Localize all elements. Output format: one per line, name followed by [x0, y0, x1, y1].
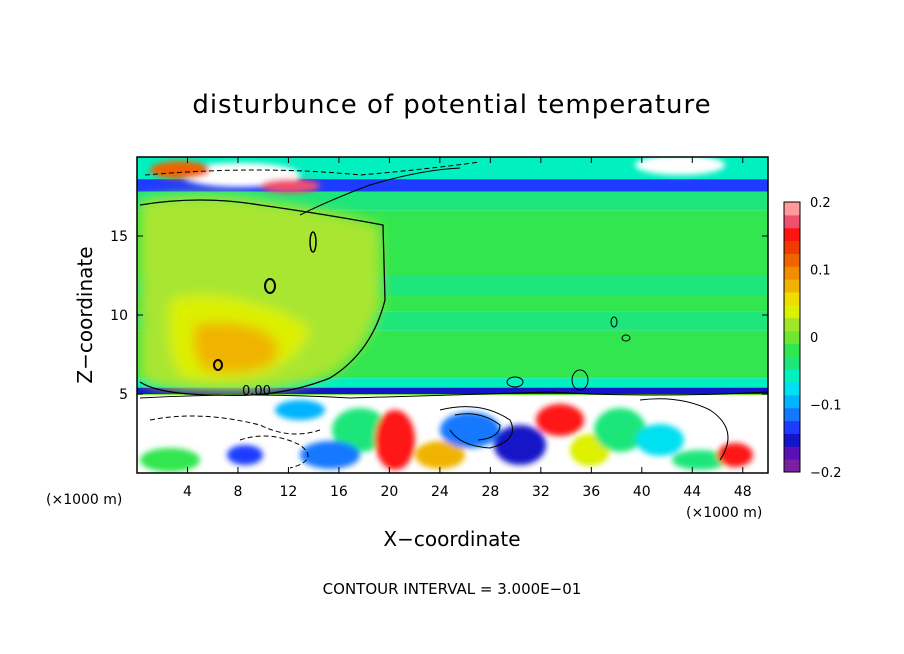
lower-blob: [717, 443, 753, 467]
contour-cell: [571, 369, 589, 391]
colorbar-tick-labels: 0.2 0.1 0 −0.1 −0.2: [810, 196, 842, 481]
colorbar-cell: [784, 266, 800, 280]
x-axis-unit-right: (×1000 m): [686, 505, 762, 521]
y-tick-label: 10: [110, 308, 128, 324]
top-blob: [150, 161, 210, 179]
plot-area: 0.00: [137, 157, 768, 473]
x-tick-label: 4: [183, 484, 192, 500]
colorbar-cell: [784, 446, 800, 460]
lower-blob: [494, 425, 546, 465]
x-axis-label: X−coordinate: [383, 527, 520, 551]
colorbar-cell: [784, 253, 800, 267]
colorbar-cell: [784, 394, 800, 409]
y-tick-label: 15: [110, 229, 128, 245]
field-layer-9: [137, 387, 768, 394]
lower-blob: [140, 448, 200, 472]
lower-blob: [672, 450, 728, 470]
x-tick-label: 36: [582, 484, 600, 500]
lower-blob: [375, 410, 415, 470]
colorbar-cell: [784, 459, 800, 473]
field-layer-8: [137, 378, 768, 388]
x-tick-label: 44: [683, 484, 701, 500]
x-tick-label: 24: [431, 484, 449, 500]
colorbar: 0.2 0.1 0 −0.1 −0.2: [783, 196, 842, 481]
lower-blob: [415, 441, 465, 469]
contour-line: [149, 415, 321, 435]
colorbar-cells: [784, 202, 800, 473]
contour-cell: [506, 376, 524, 388]
lower-blob: [275, 400, 325, 420]
lower-blob: [332, 408, 388, 452]
colorbar-cell: [784, 202, 800, 216]
colorbar-frame: [783, 201, 801, 473]
lower-blob: [300, 441, 360, 469]
lower-blob: [440, 412, 500, 448]
colorbar-cell: [784, 240, 800, 254]
y-tick-label: 5: [119, 387, 128, 403]
x-tick-label: 40: [633, 484, 651, 500]
contour-cell: [610, 316, 618, 328]
y-axis-label: Z−coordinate: [73, 246, 97, 383]
lower-blob: [636, 424, 684, 456]
colorbar-cell: [784, 304, 800, 319]
contour-label: 0.00: [242, 384, 271, 399]
contour-lines: [139, 161, 768, 469]
x-axis-ticks: 4 8 12 16 20 24 28 32 36 40 44 48: [183, 157, 752, 500]
y-axis-ticks: 5 10 15: [110, 229, 768, 403]
lower-blob: [227, 445, 263, 465]
contour-cell: [264, 278, 276, 294]
top-blob: [635, 157, 725, 175]
colorbar-cell: [784, 382, 800, 396]
x-tick-label: 20: [380, 484, 398, 500]
x-axis-unit-left: (×1000 m): [46, 492, 122, 508]
colorbar-cell: [784, 407, 800, 422]
x-tick-label: 12: [280, 484, 298, 500]
x-tick-label: 8: [233, 484, 242, 500]
colorbar-tick-label: 0.1: [810, 264, 831, 279]
contour-line: [439, 406, 513, 449]
colorbar-cell: [784, 292, 800, 306]
chart-title: disturbunce of potential temperature: [192, 90, 711, 120]
contour-line: [239, 435, 309, 469]
colorbar-cell: [784, 356, 800, 370]
colorbar-cell: [784, 420, 800, 434]
colorbar-cell: [784, 369, 800, 383]
x-tick-label: 28: [481, 484, 499, 500]
colorbar-cell: [784, 227, 800, 242]
contour-cell: [213, 359, 223, 371]
colorbar-tick-label: 0: [810, 331, 818, 346]
contour-line: [139, 391, 768, 399]
colorbar-tick-label: −0.2: [810, 466, 842, 481]
lower-blob: [536, 404, 584, 436]
colorbar-cell: [784, 317, 800, 332]
contour-cell: [309, 231, 317, 253]
top-blob: [260, 179, 320, 193]
contour-interval-note: CONTOUR INTERVAL = 3.000E−01: [323, 580, 582, 598]
contour-line: [639, 398, 729, 461]
x-tick-label: 48: [734, 484, 752, 500]
warm-anomaly-region: [140, 195, 382, 393]
colorbar-tick-label: −0.1: [810, 399, 842, 414]
contour-line: [144, 161, 481, 176]
contour-cell: [621, 334, 631, 342]
colorbar-cell: [784, 214, 800, 229]
contour-line: [299, 167, 461, 216]
contour-line: [454, 413, 501, 441]
colorbar-cell: [784, 433, 800, 447]
lower-blob: [594, 408, 646, 452]
colorbar-tick-label: 0.2: [810, 196, 831, 211]
top-turbulent-region: [150, 157, 725, 193]
colorbar-cell: [784, 279, 800, 293]
x-tick-label: 16: [330, 484, 348, 500]
x-tick-label: 32: [532, 484, 550, 500]
colorbar-cell: [784, 330, 800, 344]
colorbar-cell: [784, 343, 800, 357]
